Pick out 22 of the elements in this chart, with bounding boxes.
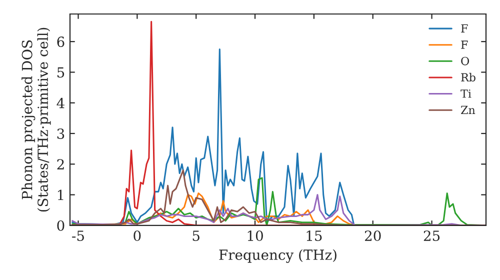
y-tick-label: 4 — [56, 98, 64, 108]
x-tick-label: 10 — [248, 230, 263, 242]
x-tick-label: 25 — [424, 230, 440, 242]
x-tick-label: 20 — [364, 230, 381, 242]
legend-label: Zn — [461, 106, 476, 114]
x-tick-label: 0 — [134, 230, 141, 242]
legend-label: Rb — [461, 72, 476, 82]
legend-label: Ti — [460, 90, 472, 98]
y-tick-label: 2 — [57, 159, 64, 170]
y-tick-label: 1 — [58, 190, 64, 200]
x-tick-label: 5 — [192, 230, 200, 242]
y-tick-label: 3 — [57, 128, 64, 139]
x-axis-title: Frequency (THz) — [219, 249, 336, 263]
y-tick-label: 0 — [57, 220, 64, 231]
x-tick-label: 15 — [306, 230, 322, 242]
legend-label: F — [461, 24, 468, 32]
y-axis-title: Phonon projected DOS (States/THz·primitive cell) — [22, 28, 51, 212]
y-tick-label: 6 — [57, 36, 64, 48]
x-tick-label: -5 — [72, 230, 84, 242]
y-tick-label: 5 — [57, 67, 64, 78]
legend-label: O — [461, 56, 470, 66]
legend-label: F — [461, 40, 468, 49]
